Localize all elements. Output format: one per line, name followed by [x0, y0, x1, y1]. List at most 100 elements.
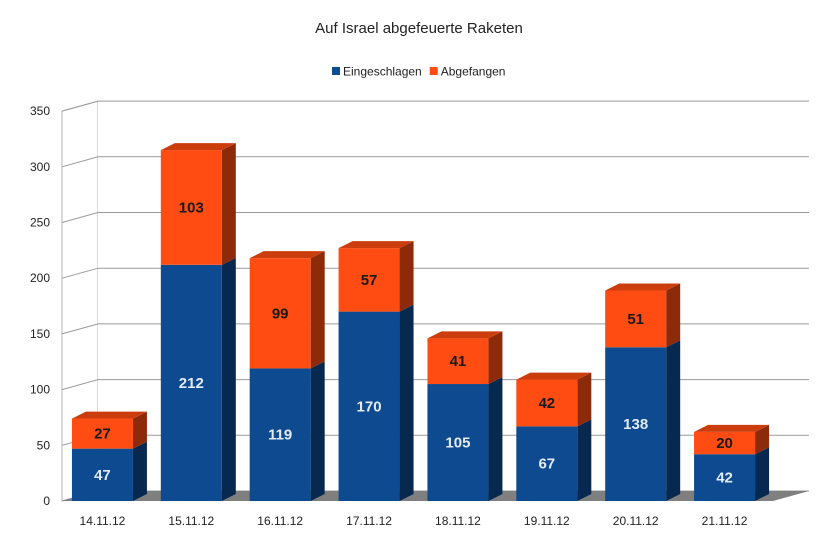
- bar-value-label: 51: [627, 311, 644, 328]
- bar-segment: 42: [694, 447, 770, 501]
- bar-front: [516, 426, 578, 501]
- bar-front: [516, 379, 578, 427]
- bar-front: [605, 290, 667, 348]
- bar-side: [221, 143, 236, 265]
- bar-side: [577, 419, 592, 501]
- y-tick-label: 350: [30, 104, 50, 118]
- bar-side: [577, 372, 592, 427]
- bar-value-label: 27: [94, 426, 111, 443]
- y-tick-label: 300: [30, 160, 50, 174]
- bar-front: [605, 347, 667, 501]
- bar-side: [488, 377, 503, 501]
- y-tick-label: 150: [30, 327, 50, 341]
- bar-segment: 170: [338, 304, 414, 501]
- x-tick-label: 15.11.12: [168, 514, 214, 528]
- bar-side: [399, 241, 414, 312]
- bar-value-label: 41: [450, 353, 467, 370]
- bar-side: [488, 331, 503, 385]
- bar-side: [132, 411, 147, 449]
- legend-swatch: [429, 67, 438, 75]
- bar-value-label: 20: [716, 435, 733, 452]
- bar-segment: 119: [249, 361, 325, 501]
- bar-segment: 138: [605, 340, 681, 501]
- bar-segment: 105: [427, 377, 503, 501]
- x-tick-label: 21.11.12: [702, 514, 748, 528]
- bar-segment: 27: [71, 411, 147, 449]
- y-axis-ticks: 0 50 100 150 200 250 300 350: [30, 104, 50, 508]
- x-tick-label: 16.11.12: [257, 514, 303, 528]
- x-tick-label: 18.11.12: [435, 514, 481, 528]
- bar-value-label: 119: [268, 427, 292, 444]
- bar-top: [605, 283, 681, 291]
- legend-label: Eingeschlagen: [343, 65, 422, 79]
- bar-top: [71, 411, 147, 419]
- bar-front: [71, 448, 133, 501]
- bar-segment: 47: [71, 441, 147, 501]
- x-tick-label: 17.11.12: [346, 514, 392, 528]
- y-tick-label: 200: [30, 271, 50, 285]
- bar-front: [160, 264, 222, 501]
- bars: 47 27 212 103 119 99 170 57 105 41 67 42 138 51 42 20: [71, 143, 770, 501]
- bar-segment: 99: [249, 251, 325, 369]
- bar-segment: 20: [694, 424, 770, 455]
- bar-front: [338, 311, 400, 501]
- bar-segment: 42: [516, 372, 592, 427]
- x-tick-label: 20.11.12: [613, 514, 659, 528]
- bar-side: [399, 304, 414, 501]
- bar-side: [755, 447, 770, 501]
- y-tick-label: 0: [43, 494, 50, 508]
- bar-side: [666, 340, 681, 501]
- bar-value-label: 47: [94, 467, 111, 484]
- chart-title: Auf Israel abgefeuerte Raketen: [315, 20, 523, 37]
- y-tick-label: 100: [30, 383, 50, 397]
- bar-segment: 103: [160, 143, 236, 265]
- bar-value-label: 170: [357, 398, 382, 415]
- gridline: [61, 323, 809, 335]
- legend-label: Abgefangen: [441, 65, 506, 79]
- bar-side: [132, 441, 147, 501]
- gridline: [61, 100, 809, 112]
- bar-value-label: 42: [538, 395, 555, 412]
- bar-value-label: 138: [623, 416, 648, 433]
- bar-segment: 41: [427, 331, 503, 385]
- bar-segment: 67: [516, 419, 592, 501]
- bar-front: [694, 431, 756, 455]
- bar-side: [310, 361, 325, 501]
- gridline: [61, 212, 809, 223]
- x-tick-label: 19.11.12: [524, 514, 570, 528]
- bar-front: [71, 418, 133, 449]
- bar-value-label: 57: [361, 272, 378, 289]
- bar-segment: 212: [160, 257, 236, 501]
- x-axis-ticks: 14.11.12 15.11.12 16.11.12 17.11.12 18.11.12…: [80, 514, 748, 528]
- bar-side: [221, 257, 236, 501]
- bar-value-label: 105: [445, 435, 470, 452]
- bar-value-label: 42: [716, 470, 733, 487]
- bar-top: [694, 424, 770, 432]
- bar-value-label: 99: [272, 305, 289, 322]
- bar-value-label: 67: [538, 456, 555, 473]
- bar-top: [427, 331, 503, 339]
- bar-side: [755, 424, 770, 455]
- bar-top: [160, 143, 236, 151]
- legend-swatch: [332, 67, 340, 75]
- gridline: [61, 267, 809, 279]
- bar-front: [249, 258, 311, 369]
- bar-side: [666, 283, 681, 348]
- bar-front: [427, 384, 489, 501]
- bar-front: [694, 454, 756, 501]
- bar-front: [249, 368, 311, 501]
- bar-segment: 57: [338, 241, 414, 312]
- gridline: [61, 156, 809, 168]
- y-tick-label: 250: [30, 216, 50, 230]
- bar-front: [338, 248, 400, 312]
- bar-front: [160, 150, 222, 265]
- bar-value-label: 212: [179, 375, 204, 392]
- legend: Eingeschlagen Abgefangen: [332, 65, 505, 79]
- bar-top: [249, 251, 325, 259]
- bar-top: [338, 241, 414, 249]
- bar-value-label: 103: [179, 199, 204, 216]
- bar-segment: 51: [605, 283, 681, 348]
- x-tick-label: 14.11.12: [80, 514, 126, 528]
- bar-top: [516, 372, 592, 380]
